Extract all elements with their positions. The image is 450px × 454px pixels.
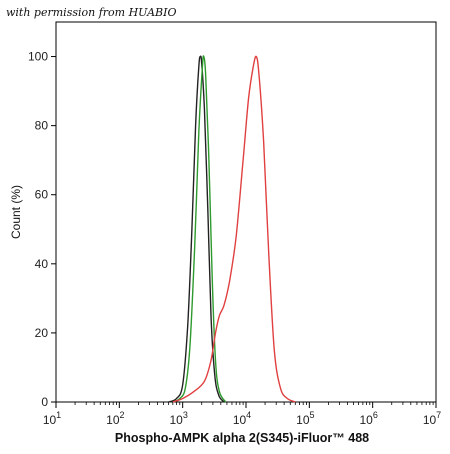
- y-tick-label: 0: [41, 395, 48, 409]
- x-tick-label: 106: [359, 410, 377, 427]
- series-curve-black: [168, 55, 225, 403]
- series-curve-green: [172, 55, 227, 403]
- watermark-text: with permission from HUABIO: [6, 6, 177, 19]
- series-curve-red: [172, 55, 296, 403]
- x-axis-title: Phospho-AMPK alpha 2(S345)-iFluor™ 488: [115, 431, 369, 445]
- x-tick-label: 104: [233, 410, 251, 427]
- x-tick-label: 103: [169, 410, 187, 427]
- x-tick-label: 105: [296, 410, 314, 427]
- y-tick-label: 40: [35, 257, 49, 271]
- x-tick-label: 101: [43, 410, 61, 427]
- plot-frame: [55, 21, 437, 403]
- y-tick-label: 20: [35, 326, 49, 340]
- x-tick-label: 102: [106, 410, 124, 427]
- y-tick-label: 60: [35, 188, 49, 202]
- y-tick-label: 100: [28, 50, 48, 64]
- y-axis-title: Count (%): [9, 185, 23, 239]
- y-tick-label: 80: [35, 119, 49, 133]
- x-tick-label: 107: [423, 410, 441, 427]
